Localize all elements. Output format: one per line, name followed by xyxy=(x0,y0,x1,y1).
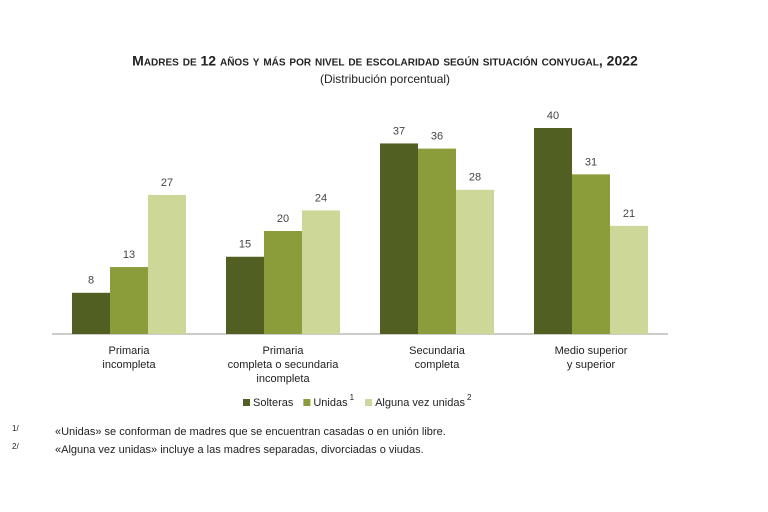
value-label: 24 xyxy=(315,192,327,204)
value-label: 13 xyxy=(123,249,135,261)
x-tick-label: completa xyxy=(415,359,461,371)
bar xyxy=(72,292,110,334)
bar xyxy=(610,225,648,334)
bar xyxy=(148,194,186,334)
bar xyxy=(572,174,610,334)
value-label: 37 xyxy=(393,125,405,137)
x-tick-label: completa o secundaria xyxy=(228,359,340,371)
bar xyxy=(380,143,418,334)
footnote-marker: 1/ xyxy=(12,424,19,433)
legend-label: Alguna vez unidas xyxy=(375,397,465,409)
value-label: 28 xyxy=(469,172,481,184)
value-label: 31 xyxy=(585,156,597,168)
bar xyxy=(264,231,302,334)
x-tick-label: Primaria xyxy=(109,345,151,357)
footnote-text: «Unidas» se conforman de madres que se e… xyxy=(55,426,446,438)
value-label: 20 xyxy=(277,213,289,225)
x-tick-label: Primaria xyxy=(263,345,305,357)
legend-swatch xyxy=(303,399,311,406)
value-label: 36 xyxy=(431,131,443,143)
value-label: 27 xyxy=(161,177,173,189)
legend-note: 1 xyxy=(350,393,355,402)
bar xyxy=(226,256,264,334)
legend-label: Unidas xyxy=(313,397,348,409)
legend-swatch xyxy=(243,399,250,406)
value-label: 21 xyxy=(623,208,635,220)
bar xyxy=(302,210,340,334)
bar xyxy=(456,189,494,334)
value-label: 15 xyxy=(239,239,251,251)
x-tick-label: incompleta xyxy=(256,373,310,385)
footnote-marker: 2/ xyxy=(12,442,19,451)
legend-swatch xyxy=(365,399,373,406)
bar xyxy=(110,267,148,334)
x-tick-label: Medio superior xyxy=(555,345,628,357)
legend-label: Solteras xyxy=(253,397,294,409)
chart-title: Madres de 12 años y más por nivel de esc… xyxy=(132,53,638,69)
bar xyxy=(534,128,572,334)
x-tick-label: y superior xyxy=(567,359,616,371)
legend-note: 2 xyxy=(467,393,472,402)
footnote-text: «Alguna vez unidas» incluye a las madres… xyxy=(55,444,424,456)
chart-subtitle: (Distribución porcentual) xyxy=(320,72,450,86)
value-label: 40 xyxy=(547,110,559,122)
value-label: 8 xyxy=(88,275,94,287)
bar xyxy=(418,148,456,334)
x-tick-label: Secundaria xyxy=(409,345,466,357)
x-tick-label: incompleta xyxy=(102,359,156,371)
